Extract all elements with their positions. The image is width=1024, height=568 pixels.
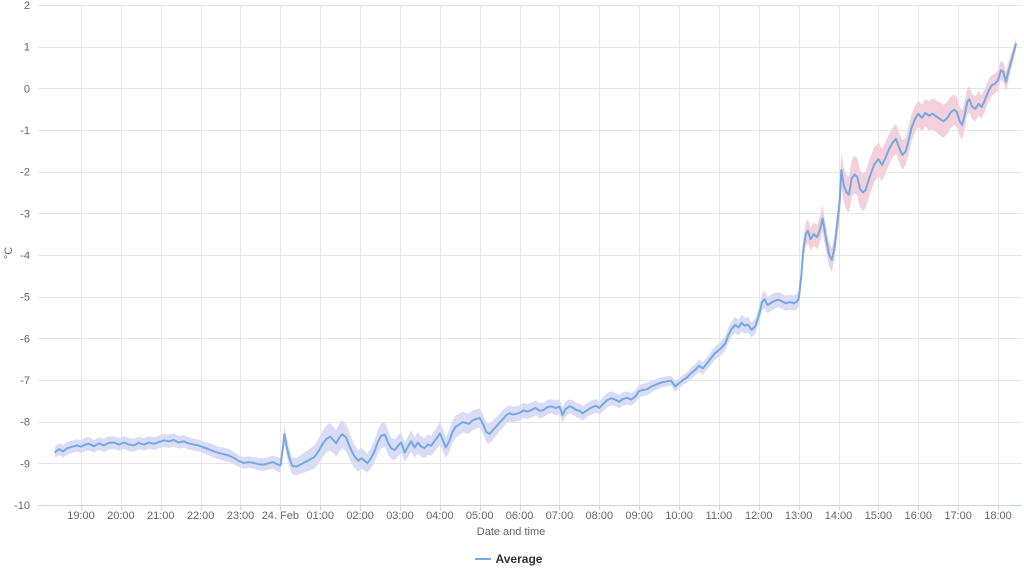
x-axis-title: Date and time: [476, 526, 546, 538]
x-tick-label: 08:00: [586, 510, 614, 522]
y-tick-label: 2: [24, 0, 30, 12]
x-tick-label: 01:00: [306, 510, 334, 522]
x-tick-label: 19:00: [67, 510, 95, 522]
y-tick-label: -6: [20, 333, 30, 345]
range-band: [55, 38, 1017, 476]
y-tick-label: -1: [20, 125, 30, 137]
x-tick-label: 09:00: [625, 510, 653, 522]
y-tick-label: -10: [14, 500, 30, 512]
x-tick-label: 06:00: [506, 510, 534, 522]
x-tick-label: 10:00: [665, 510, 693, 522]
x-tick-label: 21:00: [147, 510, 175, 522]
x-tick-label: 24. Feb: [262, 510, 299, 522]
y-tick-label: -5: [20, 292, 30, 304]
x-tick-label: 15:00: [865, 510, 893, 522]
x-tick-label: 18:00: [984, 510, 1012, 522]
x-tick-label: 03:00: [386, 510, 414, 522]
y-tick-label: 0: [24, 83, 30, 95]
y-tick-label: -3: [20, 208, 30, 220]
x-tick-label: 11:00: [706, 510, 733, 522]
x-tick-label: 16:00: [905, 510, 933, 522]
x-tick-label: 07:00: [546, 510, 574, 522]
y-tick-label: 1: [24, 42, 30, 54]
y-tick-label: -7: [20, 375, 30, 387]
x-tick-label: 02:00: [346, 510, 374, 522]
x-tick-label: 12:00: [745, 510, 773, 522]
x-tick-label: 14:00: [825, 510, 853, 522]
series-line-average[interactable]: [54, 43, 1017, 468]
legend-item-average[interactable]: Average: [0, 551, 1017, 567]
x-tick-label: 22:00: [187, 510, 215, 522]
y-tick-label: -2: [20, 167, 30, 179]
x-tick-label: 23:00: [227, 510, 255, 522]
y-tick-label: -4: [20, 250, 30, 262]
legend-line-icon: [474, 558, 491, 560]
x-tick-label: 17:00: [944, 510, 972, 522]
x-tick-label: 04:00: [426, 510, 454, 522]
y-tick-label: -9: [20, 458, 30, 470]
y-tick-label: -8: [20, 417, 30, 429]
legend-label: Average: [495, 552, 543, 566]
x-tick-label: 05:00: [466, 510, 494, 522]
x-tick-label: 13:00: [785, 510, 813, 522]
x-tick-label: 20:00: [107, 510, 135, 522]
y-axis-title: °C: [3, 246, 15, 260]
